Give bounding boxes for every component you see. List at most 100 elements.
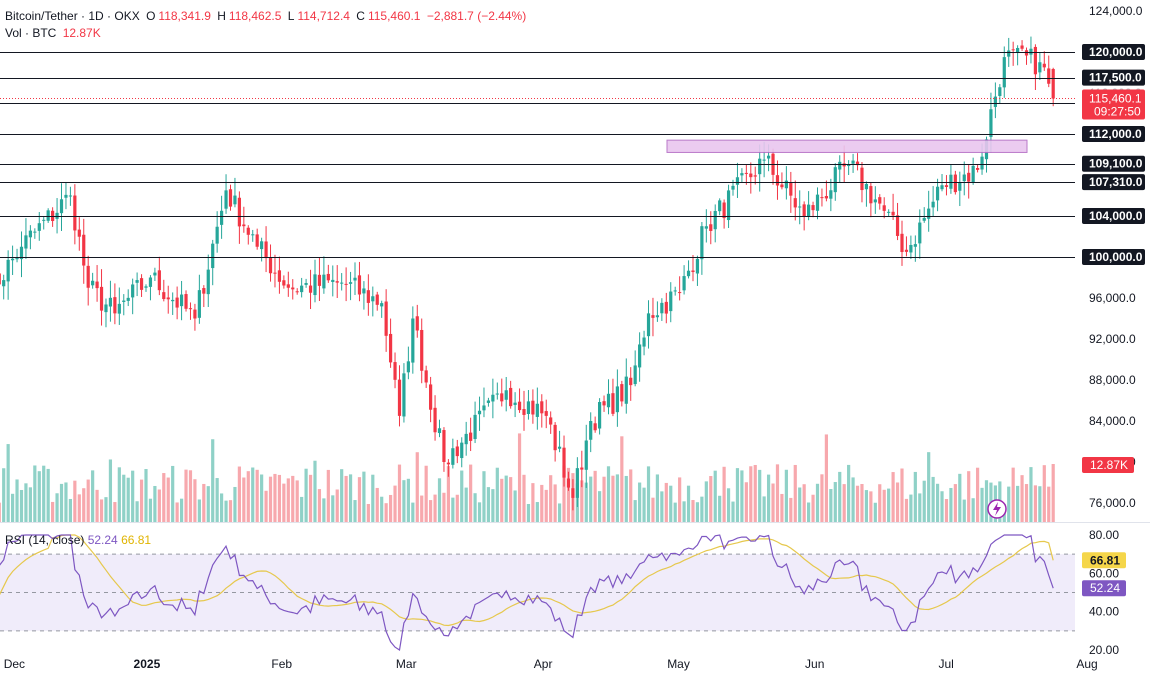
candle-body xyxy=(562,447,566,478)
candle-body xyxy=(793,198,797,208)
candle-body xyxy=(371,296,375,302)
candle-body xyxy=(753,175,757,177)
volume-bar xyxy=(357,477,362,522)
volume-bar xyxy=(193,479,197,522)
volume-bar xyxy=(1007,486,1011,522)
candle-body xyxy=(0,273,1,285)
volume-bar xyxy=(873,502,877,522)
rsi-ma-line xyxy=(0,534,1054,627)
volume-bar xyxy=(464,487,468,522)
candle-body xyxy=(304,283,308,285)
volume-bar xyxy=(411,502,415,522)
candle-body xyxy=(940,185,944,190)
volume-bar xyxy=(784,469,788,522)
candle-body xyxy=(153,272,157,276)
candle-body xyxy=(184,294,188,309)
candle-body xyxy=(580,467,584,470)
volume-bar xyxy=(282,483,286,522)
volume-bar xyxy=(55,493,59,522)
volume-bar xyxy=(549,475,553,522)
candle-body xyxy=(935,186,940,201)
candle-body xyxy=(482,405,486,411)
rsi-ma-tag xyxy=(1082,552,1126,569)
volume-bar xyxy=(95,489,99,522)
volume-bar xyxy=(735,468,740,522)
price-tick-label: 124,000.0 xyxy=(1089,4,1143,18)
volume-bar xyxy=(824,434,828,522)
level-price-label: 104,000.0 xyxy=(1089,209,1143,223)
volume-bar xyxy=(1033,485,1038,522)
candle-body xyxy=(646,313,651,337)
volume-bar xyxy=(1016,485,1020,522)
volume-bar xyxy=(37,471,41,522)
candle-body xyxy=(713,210,717,230)
rsi-label[interactable]: RSI (14, close) xyxy=(5,533,85,547)
volume-bar xyxy=(451,497,455,522)
candle-body xyxy=(922,217,926,221)
candle-body xyxy=(700,226,704,260)
volume-tag xyxy=(1082,457,1134,473)
volume-bar xyxy=(517,433,522,522)
candle-body xyxy=(286,284,290,288)
candle-body xyxy=(944,185,949,187)
volume-bar xyxy=(624,475,628,522)
level-price-label: 107,310.0 xyxy=(1089,175,1143,189)
volume-bar xyxy=(980,487,984,522)
volume-bar xyxy=(215,478,219,522)
volume-bar xyxy=(33,465,37,522)
candle-body xyxy=(993,96,997,107)
candle-body xyxy=(975,167,980,170)
candle-body xyxy=(584,440,588,470)
candle-body xyxy=(989,109,993,137)
volume-bar xyxy=(15,479,19,522)
volume-bar xyxy=(602,476,606,522)
volume-bar xyxy=(704,481,708,522)
candle-body xyxy=(406,361,410,373)
time-tick-label: Jun xyxy=(805,657,824,671)
volume-bar xyxy=(82,488,86,522)
volume-bar xyxy=(633,500,637,522)
volume-bar xyxy=(606,466,611,522)
time-tick-label: Apr xyxy=(534,657,553,671)
candle-body xyxy=(1038,62,1042,73)
volume-bar xyxy=(157,489,161,522)
volume-bar xyxy=(1047,486,1051,522)
volume-bar xyxy=(73,480,77,522)
volume-bar xyxy=(513,490,517,522)
candle-body xyxy=(526,401,531,415)
volume-bar xyxy=(1029,467,1033,522)
candle-body xyxy=(549,417,553,425)
candle-body xyxy=(553,424,557,451)
candle-body xyxy=(86,265,90,288)
candle-body xyxy=(824,196,828,199)
candle-body xyxy=(228,189,233,207)
candle-body xyxy=(162,292,166,300)
volume-bar xyxy=(522,474,526,522)
volume-bar xyxy=(713,470,717,522)
candle-body xyxy=(891,211,895,216)
candle-body xyxy=(135,280,139,283)
volume-bar xyxy=(971,498,975,522)
volume-bar xyxy=(131,470,135,522)
candle-body xyxy=(669,291,673,312)
candle-body xyxy=(99,286,104,311)
candle-body xyxy=(895,215,900,236)
open-label: O xyxy=(146,9,156,23)
volume-bar xyxy=(166,477,170,522)
symbol-title[interactable]: Bitcoin/Tether · 1D · OKX xyxy=(5,9,140,23)
candle-body xyxy=(362,288,366,294)
candle-body xyxy=(91,280,95,286)
volume-bar xyxy=(197,499,201,522)
candle-body xyxy=(144,286,148,288)
candle-body xyxy=(126,297,130,301)
volume-header: Vol · BTC 12.87K xyxy=(5,26,104,40)
volume-label[interactable]: Vol · BTC xyxy=(5,26,57,40)
volume-bar xyxy=(620,436,624,522)
candle-body xyxy=(909,244,913,253)
volume-bar xyxy=(891,472,895,522)
candle-body xyxy=(291,287,295,290)
candle-body xyxy=(967,172,971,182)
candle-body xyxy=(709,224,713,231)
volume-bar xyxy=(415,452,419,522)
